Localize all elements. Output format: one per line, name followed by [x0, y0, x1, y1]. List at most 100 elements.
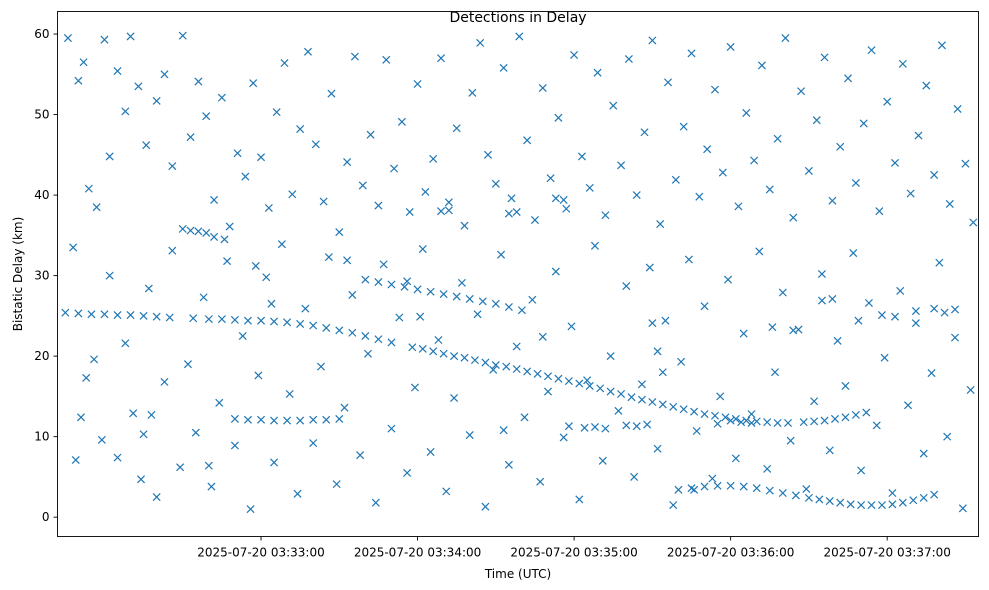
data-point [418, 245, 427, 254]
data-point [311, 140, 320, 149]
data-point [191, 428, 200, 437]
data-point [857, 501, 866, 510]
data-point [215, 398, 224, 407]
data-point [763, 418, 772, 427]
data-point [906, 189, 915, 198]
data-point [585, 381, 594, 390]
data-point [121, 339, 130, 348]
data-point [243, 415, 252, 424]
data-point [322, 415, 331, 424]
data-point [465, 294, 474, 303]
data-point [836, 142, 845, 151]
data-point [559, 195, 568, 204]
data-point [217, 93, 226, 102]
data-point [820, 53, 829, 62]
data-point [194, 227, 203, 236]
data-point [872, 421, 881, 430]
data-point [204, 461, 213, 470]
data-point [126, 32, 135, 41]
data-point [684, 255, 693, 264]
data-point [958, 504, 967, 513]
data-point [755, 247, 764, 256]
data-point [851, 410, 860, 419]
data-point [695, 192, 704, 201]
data-point [374, 278, 383, 287]
data-point [100, 35, 109, 44]
data-point [194, 77, 203, 86]
data-point [627, 393, 636, 402]
data-point [324, 253, 333, 262]
data-point [922, 81, 931, 90]
data-point [264, 203, 273, 212]
data-point [786, 436, 795, 445]
data-point [520, 413, 529, 422]
x-tick-label: 2025-07-20 03:35:00 [510, 546, 637, 560]
data-point [653, 347, 662, 356]
data-point [645, 263, 654, 272]
data-point [841, 413, 850, 422]
data-point [617, 161, 626, 170]
data-point [810, 397, 819, 406]
data-point [841, 381, 850, 390]
data-point [710, 85, 720, 94]
data-point [713, 481, 722, 490]
data-point [643, 420, 652, 429]
data-point [371, 498, 380, 507]
data-point [658, 400, 667, 409]
data-point [87, 310, 96, 319]
data-point [880, 353, 889, 362]
data-point [752, 484, 761, 493]
data-point [590, 241, 599, 250]
data-point [335, 326, 344, 335]
data-point [444, 198, 453, 207]
data-point [207, 482, 216, 491]
data-point [134, 82, 143, 91]
data-point [507, 194, 516, 203]
data-point [489, 365, 498, 374]
data-point [301, 304, 310, 313]
data-point [504, 302, 513, 312]
data-point [84, 184, 93, 193]
data-point [875, 207, 884, 216]
data-point [450, 352, 459, 361]
data-point [71, 455, 80, 465]
data-point [857, 466, 866, 475]
data-point [160, 70, 169, 79]
data-point [669, 501, 678, 510]
data-point [283, 318, 292, 327]
data-point [739, 329, 748, 338]
data-point [543, 372, 553, 381]
data-point [426, 287, 435, 296]
data-point [126, 311, 135, 320]
data-point [387, 280, 396, 289]
data-point [554, 374, 563, 383]
data-point [817, 296, 826, 305]
data-point [919, 449, 928, 458]
data-point [204, 315, 213, 324]
data-point [403, 277, 412, 286]
data-point [319, 197, 328, 206]
data-point [429, 347, 438, 356]
data-point [254, 371, 263, 380]
data-point [543, 387, 553, 396]
data-point [966, 385, 975, 394]
data-point [747, 410, 756, 419]
data-point [888, 488, 897, 498]
x-axis-ticks: 2025-07-20 03:33:00 2025-07-20 03:34:00 20… [197, 536, 951, 560]
data-point [296, 125, 305, 134]
data-point [504, 460, 513, 469]
data-point [757, 61, 766, 70]
data-point [105, 271, 114, 280]
data-point [350, 52, 359, 61]
data-point [687, 49, 696, 58]
data-point [309, 415, 318, 424]
data-point [703, 145, 712, 154]
data-point [614, 406, 623, 415]
data-point [483, 150, 493, 159]
data-point [512, 207, 521, 217]
data-point [395, 313, 404, 322]
data-point [460, 221, 469, 230]
data-point [700, 302, 709, 311]
data-point [825, 446, 834, 455]
data-point [283, 416, 292, 425]
